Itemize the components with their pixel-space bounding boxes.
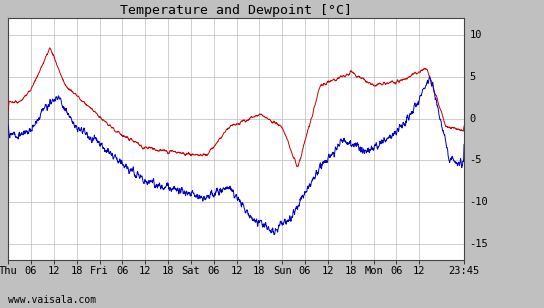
Text: -5: -5 <box>469 155 482 165</box>
Title: Temperature and Dewpoint [°C]: Temperature and Dewpoint [°C] <box>120 4 352 17</box>
Text: 5: 5 <box>469 72 475 82</box>
Text: 0: 0 <box>469 114 475 124</box>
Text: -15: -15 <box>469 239 488 249</box>
Text: -10: -10 <box>469 197 488 207</box>
Text: 10: 10 <box>469 30 482 40</box>
Text: www.vaisala.com: www.vaisala.com <box>8 295 96 305</box>
